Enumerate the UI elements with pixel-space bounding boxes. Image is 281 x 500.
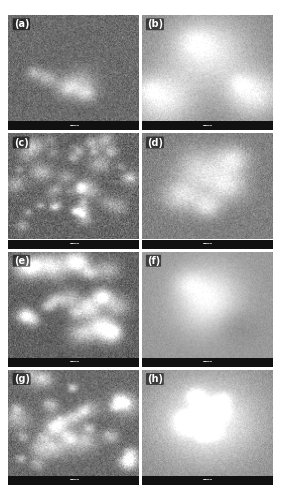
Text: ────: ──── [202,242,212,246]
Text: (e): (e) [14,256,29,266]
Text: ────: ──── [69,124,79,128]
Text: (h): (h) [147,374,163,384]
Text: ────: ──── [69,242,79,246]
Text: (g): (g) [14,374,30,384]
Text: (b): (b) [147,19,163,29]
Text: ────: ──── [202,360,212,364]
Text: ────: ──── [202,478,212,482]
Text: ────: ──── [202,124,212,128]
Text: ────: ──── [69,478,79,482]
Text: (d): (d) [147,138,163,147]
Text: (c): (c) [14,138,28,147]
Text: (a): (a) [14,19,29,29]
Text: (f): (f) [147,256,160,266]
Text: ────: ──── [69,360,79,364]
